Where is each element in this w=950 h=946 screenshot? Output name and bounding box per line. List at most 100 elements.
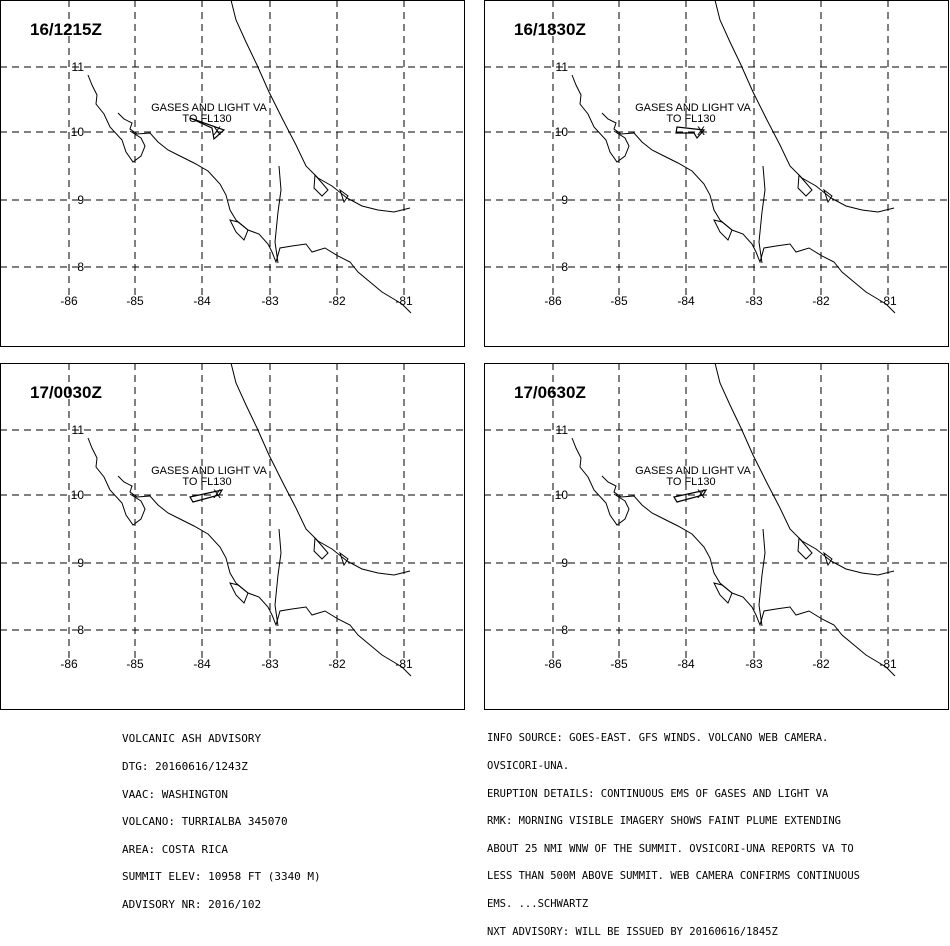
panel-time-label: 17/0630Z — [514, 383, 586, 402]
longitude-label: -82 — [812, 657, 830, 671]
volcano-marker: X — [213, 487, 221, 501]
coastline — [87, 437, 146, 526]
map-canvas: -86 -85 -84 -83 -82 -81 11 10 9 8 GASES AND LIGHT … — [484, 0, 949, 347]
latitude-label: 9 — [77, 193, 84, 207]
advisory-line: VAAC: WASHINGTON — [122, 787, 228, 801]
plume-annotation: GASES AND LIGHT VA — [635, 102, 751, 114]
latitude-label: 8 — [561, 623, 568, 637]
map-frame — [0, 363, 465, 710]
volcano-marker: X — [697, 124, 705, 138]
coastline — [714, 0, 895, 213]
latitude-label: 9 — [77, 556, 84, 570]
coastline — [571, 74, 630, 163]
coastline — [601, 112, 896, 314]
advisory-line: EMS. ...SCHWARTZ — [487, 897, 589, 910]
volcano-marker: X — [697, 487, 705, 501]
latitude-label: 10 — [555, 488, 569, 502]
coastline — [229, 173, 349, 241]
map-panel-4: -86 -85 -84 -83 -82 -81 11 10 9 8 GASES AND LIGHT … — [484, 363, 949, 710]
advisory-line: AREA: COSTA RICA — [122, 842, 228, 856]
longitude-label: -86 — [60, 294, 78, 308]
longitude-label: -81 — [395, 294, 413, 308]
ash-plume-area — [675, 126, 706, 140]
panel-time-label: 17/0030Z — [30, 383, 102, 402]
longitude-label: -85 — [126, 657, 144, 671]
map-frame — [484, 363, 949, 710]
longitude-label: -84 — [677, 294, 695, 308]
latitude-label: 10 — [555, 125, 569, 139]
latitude-label: 10 — [71, 488, 85, 502]
longitude-label: -81 — [879, 294, 897, 308]
coastline — [229, 536, 349, 604]
coastline — [87, 74, 146, 163]
advisory-line: DTG: 20160616/1243Z — [122, 760, 248, 773]
volcano-marker: X — [213, 124, 221, 138]
longitude-label: -81 — [395, 657, 413, 671]
coastline — [230, 0, 411, 213]
latitude-label: 10 — [71, 125, 85, 139]
ash-plume-area — [189, 117, 226, 141]
longitude-label: -83 — [745, 657, 763, 671]
longitude-label: -83 — [261, 657, 279, 671]
advisory-line: VOLCANO: TURRIALBA 345070 — [122, 815, 288, 829]
longitude-label: -81 — [879, 657, 897, 671]
advisory-line: SUMMIT ELEV: 10958 FT (3340 M) — [122, 870, 321, 884]
advisory-line: ADVISORY NR: 2016/102 — [122, 897, 262, 911]
ash-plume-area — [673, 489, 708, 503]
plume-annotation: TO FL130 — [666, 113, 715, 125]
advisory-line: INFO SOURCE: GOES-EAST. GFS WINDS. VOLCA… — [487, 732, 829, 745]
longitude-label: -86 — [60, 657, 78, 671]
longitude-label: -82 — [812, 294, 830, 308]
plume-annotation: GASES AND LIGHT VA — [151, 465, 267, 477]
advisory-line: ERUPTION DETAILS: CONTINUOUS EMS OF GASE… — [487, 787, 829, 800]
coastline — [713, 536, 833, 604]
latitude-label: 11 — [556, 60, 569, 74]
advisory-details: INFO SOURCE: GOES-EAST. GFS WINDS. VOLCA… — [487, 716, 860, 946]
map-canvas: -86 -85 -84 -83 -82 -81 11 10 9 8 GASES AND LIGHT … — [484, 363, 949, 710]
longitude-label: -85 — [610, 294, 628, 308]
advisory-summary: VOLCANIC ASH ADVISORY DTG: 20160616/1243… — [122, 716, 321, 918]
advisory-line: NXT ADVISORY: WILL BE ISSUED BY 20160616… — [487, 925, 778, 938]
latitude-label: 8 — [77, 623, 84, 637]
map-panel-2: -86 -85 -84 -83 -82 -81 11 10 9 8 GASES AND LIGHT … — [484, 0, 949, 347]
coastline — [571, 437, 630, 526]
border-line — [758, 528, 766, 627]
border-line — [274, 528, 282, 627]
latitude-label: 11 — [556, 423, 569, 437]
panel-time-label: 16/1830Z — [514, 20, 586, 39]
plume-annotation: TO FL130 — [182, 113, 231, 125]
longitude-label: -82 — [328, 294, 346, 308]
advisory-line: ABOUT 25 NMI WNW OF THE SUMMIT. OVSICORI… — [487, 842, 854, 855]
latitude-label: 8 — [561, 260, 568, 274]
panel-time-label: 16/1215Z — [30, 20, 102, 39]
advisory-line: VOLCANIC ASH ADVISORY — [122, 732, 262, 746]
border-line — [758, 165, 766, 264]
map-frame — [484, 0, 949, 347]
coastline — [117, 112, 412, 314]
longitude-label: -82 — [328, 657, 346, 671]
longitude-label: -84 — [193, 294, 211, 308]
coastline — [117, 475, 412, 677]
longitude-label: -85 — [610, 657, 628, 671]
latitude-label: 11 — [72, 423, 85, 437]
plume-annotation: GASES AND LIGHT VA — [635, 465, 751, 477]
map-panel-1: -86 -85 -84 -83 -82 -81 11 10 9 8 GASES AND LIGHT … — [0, 0, 465, 347]
latitude-label: 9 — [561, 556, 568, 570]
coastline — [714, 363, 895, 576]
plume-annotation: TO FL130 — [666, 476, 715, 488]
advisory-line: LESS THAN 500M ABOVE SUMMIT. WEB CAMERA … — [487, 870, 860, 883]
map-canvas: -86 -85 -84 -83 -82 -81 11 10 9 8 GASES AND LIGHT … — [0, 0, 465, 347]
advisory-line: RMK: MORNING VISIBLE IMAGERY SHOWS FAINT… — [487, 815, 842, 828]
longitude-label: -84 — [193, 657, 211, 671]
latitude-label: 11 — [72, 60, 85, 74]
coastline — [601, 475, 896, 677]
latitude-label: 9 — [561, 193, 568, 207]
map-frame — [0, 0, 465, 347]
longitude-label: -86 — [544, 294, 562, 308]
map-panel-3: -86 -85 -84 -83 -82 -81 11 10 9 8 GASES AND LIGHT … — [0, 363, 465, 710]
longitude-label: -84 — [677, 657, 695, 671]
ash-plume-area — [189, 489, 224, 503]
longitude-label: -85 — [126, 294, 144, 308]
longitude-label: -83 — [261, 294, 279, 308]
coastline — [713, 173, 833, 241]
